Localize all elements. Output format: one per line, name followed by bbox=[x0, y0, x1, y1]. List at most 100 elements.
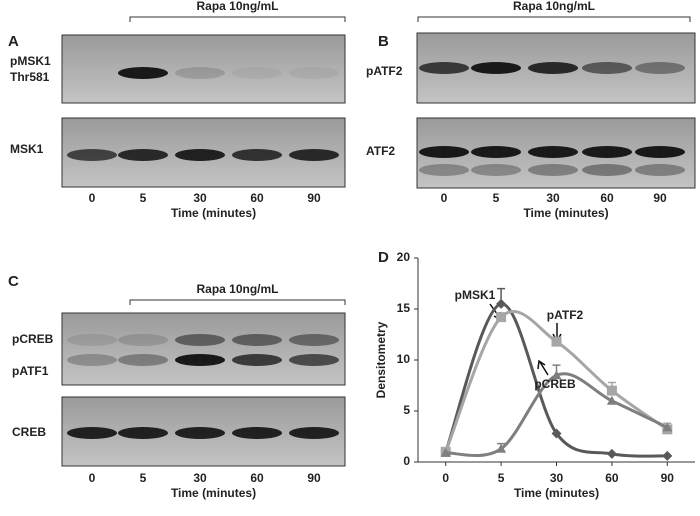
lane-label: 5 bbox=[140, 191, 147, 205]
band bbox=[528, 164, 578, 176]
band bbox=[635, 164, 685, 176]
x-axis-title: Time (minutes) bbox=[523, 206, 608, 220]
panel-label: D bbox=[378, 249, 389, 266]
data-point bbox=[551, 370, 562, 380]
treatment-label: Rapa 10ng/mL bbox=[196, 282, 278, 296]
series-line bbox=[444, 309, 669, 453]
panel-label: C bbox=[8, 273, 19, 290]
treatment-bracket bbox=[129, 299, 346, 305]
lane-label: 5 bbox=[493, 191, 500, 205]
band bbox=[582, 62, 632, 74]
band bbox=[232, 334, 282, 346]
lane-label: 0 bbox=[89, 191, 96, 205]
treatment-bracket bbox=[417, 16, 691, 22]
lane-label: 0 bbox=[89, 471, 96, 485]
treatment-label: Rapa 10ng/mL bbox=[196, 0, 278, 13]
band bbox=[289, 354, 339, 366]
band bbox=[67, 427, 117, 439]
y-tick-label: 15 bbox=[397, 301, 411, 315]
y-tick-label: 20 bbox=[397, 250, 411, 264]
data-point bbox=[551, 428, 562, 439]
row-label: ATF2 bbox=[366, 144, 395, 158]
band bbox=[175, 334, 225, 346]
band bbox=[471, 164, 521, 176]
blot bbox=[61, 34, 346, 104]
band bbox=[232, 354, 282, 366]
band bbox=[528, 62, 578, 74]
data-point bbox=[662, 422, 673, 432]
y-tick-label: 5 bbox=[403, 403, 410, 417]
lane-label: 90 bbox=[307, 191, 321, 205]
data-point bbox=[662, 450, 673, 461]
band bbox=[419, 164, 469, 176]
band bbox=[232, 67, 282, 79]
x-tick-label: 5 bbox=[498, 471, 505, 485]
band bbox=[419, 146, 469, 158]
band bbox=[118, 354, 168, 366]
row-label: pMSK1 bbox=[10, 54, 51, 68]
band bbox=[175, 149, 225, 161]
band bbox=[289, 334, 339, 346]
treatment-label: Rapa 10ng/mL bbox=[513, 0, 595, 13]
band bbox=[635, 146, 685, 158]
y-axis-title: Densitometry bbox=[374, 321, 388, 398]
data-point bbox=[551, 336, 562, 347]
y-tick-label: 10 bbox=[397, 352, 411, 366]
band bbox=[419, 62, 469, 74]
data-point bbox=[496, 312, 507, 323]
band bbox=[582, 146, 632, 158]
row-label: pATF2 bbox=[366, 64, 403, 78]
x-axis-title: Time (minutes) bbox=[171, 486, 256, 500]
lane-label: 30 bbox=[193, 471, 207, 485]
series-annotation: pMSK1 bbox=[455, 288, 496, 302]
data-point bbox=[606, 448, 617, 459]
band bbox=[175, 354, 225, 366]
lane-label: 60 bbox=[250, 471, 264, 485]
treatment-bracket bbox=[129, 16, 346, 22]
band bbox=[67, 334, 117, 346]
row-label: pATF1 bbox=[12, 364, 49, 378]
lane-label: 30 bbox=[546, 191, 560, 205]
band bbox=[118, 149, 168, 161]
row-label: MSK1 bbox=[10, 142, 44, 156]
y-tick-label: 0 bbox=[403, 454, 410, 468]
band bbox=[289, 149, 339, 161]
lane-label: 90 bbox=[653, 191, 667, 205]
x-tick-label: 0 bbox=[442, 471, 449, 485]
series-annotation: pCREB bbox=[534, 377, 576, 391]
band bbox=[67, 149, 117, 161]
data-point bbox=[496, 298, 507, 309]
band bbox=[118, 334, 168, 346]
x-tick-label: 30 bbox=[550, 471, 564, 485]
row-label: pCREB bbox=[12, 332, 54, 346]
x-axis-title: Time (minutes) bbox=[514, 486, 599, 500]
data-point bbox=[440, 447, 451, 457]
lane-label: 90 bbox=[307, 471, 321, 485]
panel-label: B bbox=[378, 33, 389, 50]
data-point bbox=[606, 385, 617, 396]
band bbox=[232, 149, 282, 161]
lane-label: 0 bbox=[441, 191, 448, 205]
lane-label: 60 bbox=[250, 191, 264, 205]
data-point bbox=[606, 395, 617, 405]
band bbox=[175, 67, 225, 79]
row-label: Thr581 bbox=[10, 70, 50, 84]
band bbox=[471, 62, 521, 74]
series-annotation: pATF2 bbox=[547, 308, 584, 322]
band bbox=[289, 427, 339, 439]
band bbox=[118, 427, 168, 439]
band bbox=[582, 164, 632, 176]
lane-label: 60 bbox=[600, 191, 614, 205]
band bbox=[471, 146, 521, 158]
band bbox=[67, 354, 117, 366]
blot bbox=[61, 312, 346, 386]
panel-label: A bbox=[8, 33, 19, 50]
data-point bbox=[496, 443, 507, 453]
lane-label: 5 bbox=[140, 471, 147, 485]
row-label: CREB bbox=[12, 425, 46, 439]
x-tick-label: 90 bbox=[661, 471, 675, 485]
band bbox=[118, 67, 168, 79]
x-axis-title: Time (minutes) bbox=[171, 206, 256, 220]
band bbox=[289, 67, 339, 79]
lane-label: 30 bbox=[193, 191, 207, 205]
